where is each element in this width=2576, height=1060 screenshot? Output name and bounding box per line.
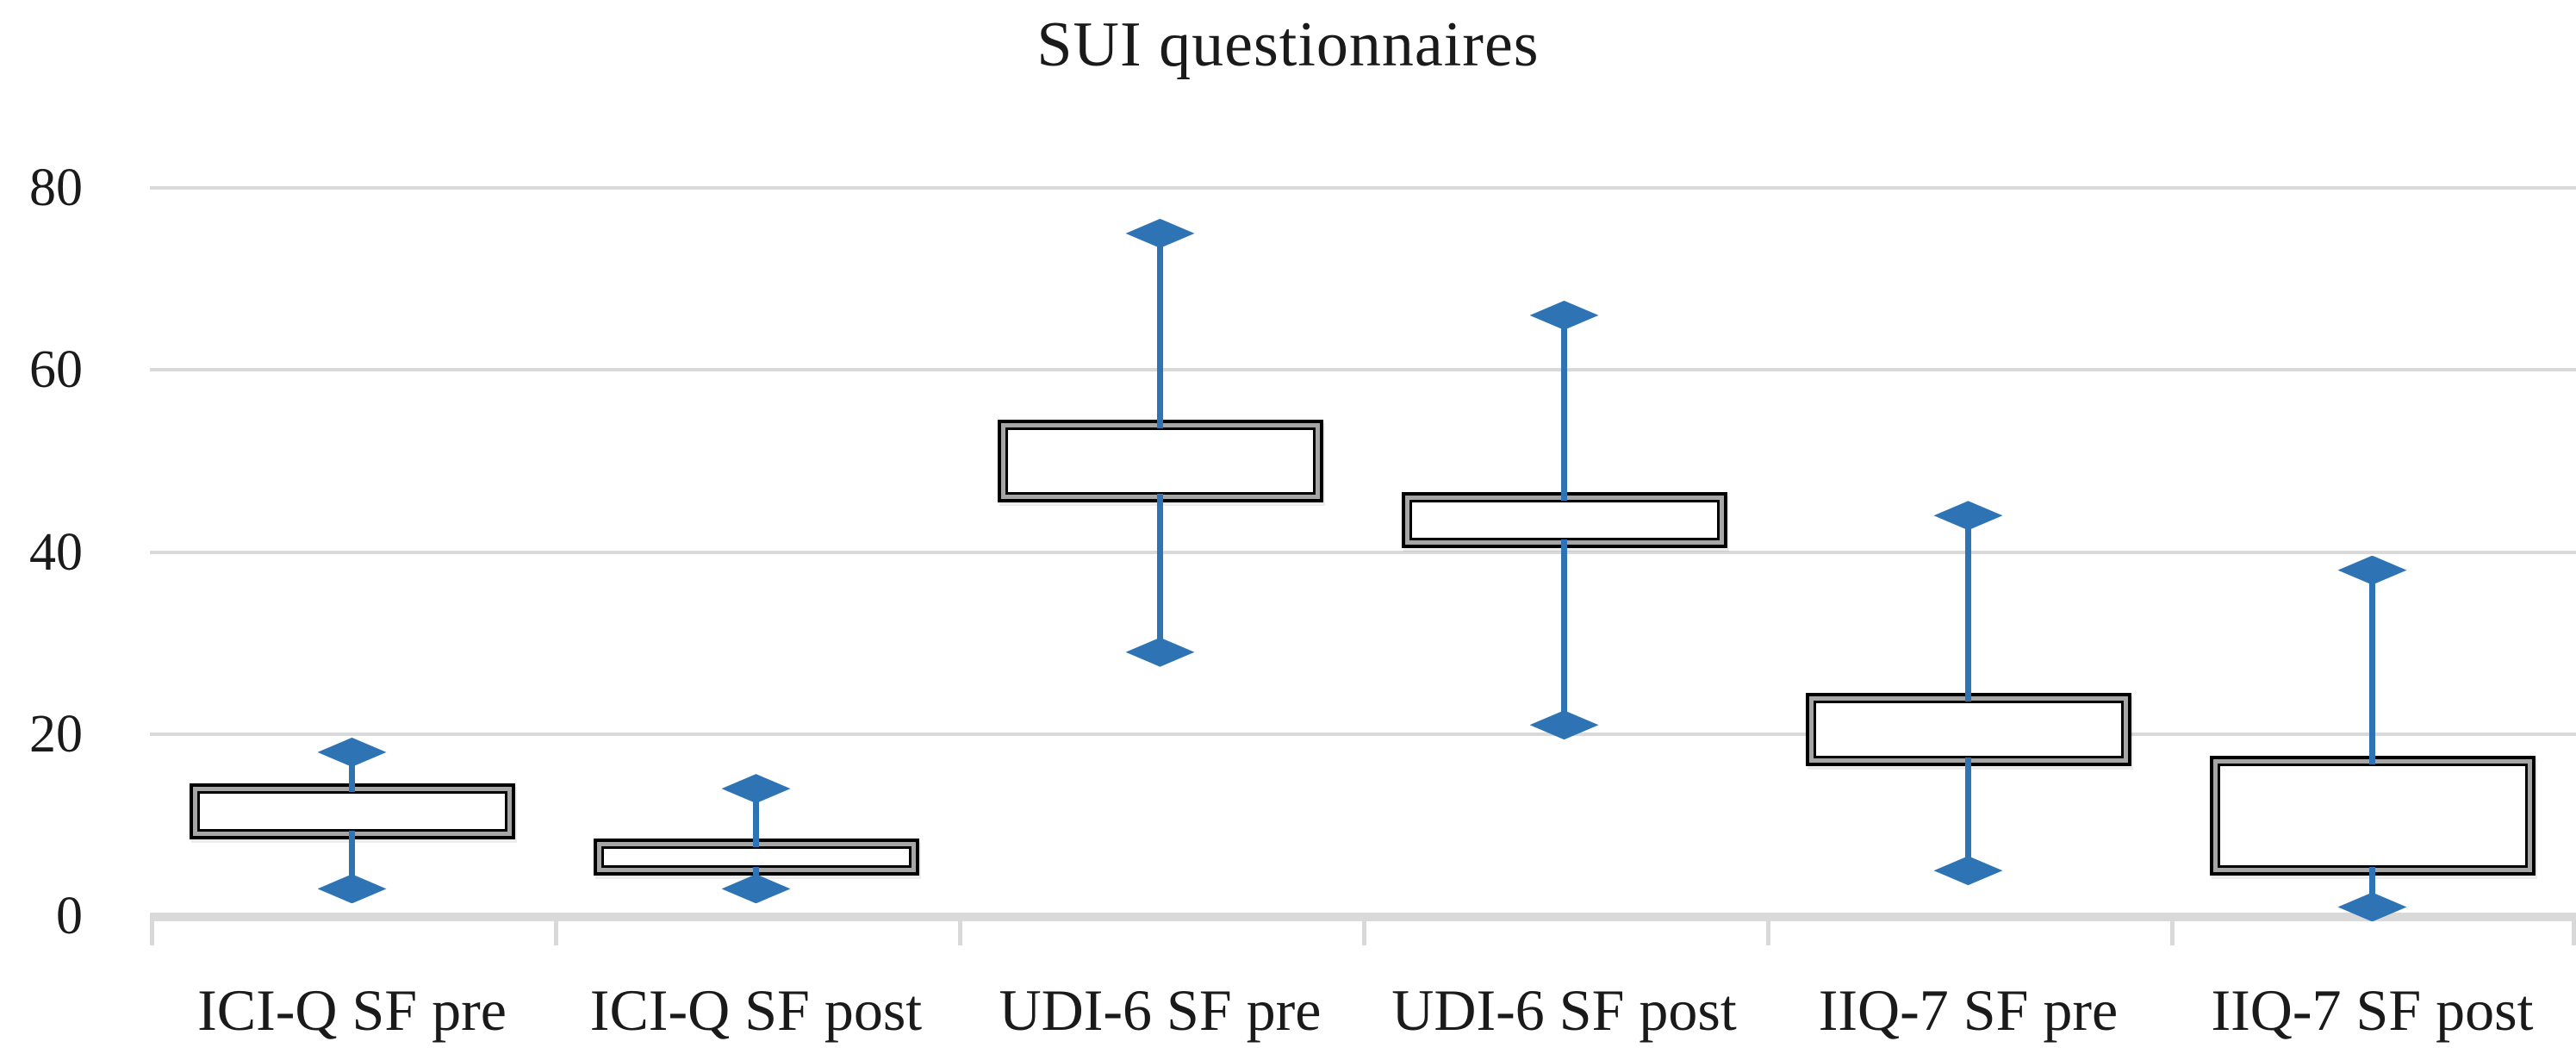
- y-gridline: [150, 368, 2576, 372]
- upper-whisker-line: [2369, 570, 2375, 765]
- lower-whisker-line: [349, 830, 355, 889]
- x-axis-category-label: UDI-6 SF post: [1391, 977, 1737, 1043]
- x-axis-tick: [958, 913, 962, 945]
- y-axis-tick-label: 0: [56, 887, 83, 945]
- box-interior: [600, 845, 912, 869]
- min-diamond-marker: [1125, 637, 1195, 667]
- x-axis-category-label: ICI-Q SF post: [589, 977, 923, 1043]
- min-diamond-marker: [317, 874, 387, 904]
- x-axis-tick: [1362, 913, 1366, 945]
- box-border-gray-band: [1405, 496, 1723, 544]
- upper-whisker-line: [1965, 515, 1971, 701]
- min-diamond-marker: [1933, 856, 2003, 886]
- x-axis-category-label: ICI-Q SF pre: [197, 977, 507, 1043]
- x-axis-tick: [1766, 913, 1770, 945]
- y-axis-tick-label: 20: [29, 704, 83, 764]
- lower-whisker-line: [1965, 758, 1971, 871]
- upper-whisker-line: [1561, 315, 1567, 502]
- box-q1-q3: [1805, 692, 2131, 767]
- box-interior: [2217, 764, 2528, 869]
- lower-whisker-line: [2369, 867, 2375, 907]
- box-interior: [1409, 500, 1720, 540]
- box-interior: [1813, 700, 2124, 759]
- x-axis-category-label: IIQ-7 SF post: [2211, 977, 2534, 1043]
- box-q1-q3: [593, 838, 919, 876]
- max-diamond-marker: [721, 774, 791, 804]
- upper-whisker-line: [753, 789, 759, 847]
- box-border-gray-band: [1001, 423, 1319, 499]
- y-axis-tick-label: 60: [29, 340, 83, 400]
- x-axis-category-label: IIQ-7 SF pre: [1818, 977, 2119, 1043]
- box-interior: [196, 791, 507, 832]
- box-interior: [1005, 427, 1316, 496]
- x-axis-category-label: UDI-6 SF pre: [999, 977, 1322, 1043]
- box-border-gray-band: [2213, 760, 2531, 872]
- y-gridline: [150, 550, 2576, 554]
- lower-whisker-line: [1561, 539, 1567, 726]
- y-gridline: [150, 732, 2576, 736]
- x-axis-tick: [150, 913, 154, 945]
- box-border-gray-band: [1809, 696, 2127, 763]
- max-diamond-marker: [317, 737, 387, 767]
- y-axis-tick-label: 40: [29, 522, 83, 582]
- x-axis-tick: [2572, 913, 2576, 945]
- max-diamond-marker: [2337, 555, 2407, 585]
- y-gridline: [150, 186, 2576, 190]
- chart-title: SUI questionnaires: [1036, 9, 1540, 80]
- x-axis-tick: [2170, 913, 2175, 945]
- box-q1-q3: [997, 419, 1323, 503]
- y-axis-tick-label: 80: [29, 159, 83, 217]
- max-diamond-marker: [1125, 218, 1195, 248]
- box-q1-q3: [2209, 756, 2536, 876]
- max-diamond-marker: [1933, 501, 2003, 531]
- x-axis-tick: [554, 913, 558, 945]
- upper-whisker-line: [1157, 233, 1163, 428]
- lower-whisker-line: [1157, 494, 1163, 652]
- upper-whisker-line: [349, 751, 355, 793]
- min-diamond-marker: [721, 874, 791, 904]
- box-border-gray-band: [193, 788, 511, 835]
- max-diamond-marker: [1529, 300, 1599, 330]
